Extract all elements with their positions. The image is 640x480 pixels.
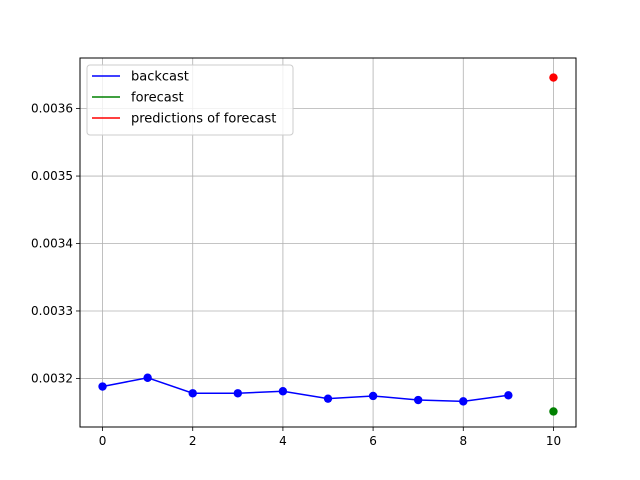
x-tick-label: 4 — [279, 434, 287, 448]
data-point — [549, 73, 558, 82]
series-line — [102, 376, 509, 403]
series-1 — [549, 407, 558, 416]
x-tick-label: 8 — [459, 434, 467, 448]
data-point — [278, 387, 288, 396]
data-point — [323, 394, 333, 403]
x-tick-label: 6 — [369, 434, 377, 448]
y-tick-label: 0.0032 — [31, 371, 73, 385]
data-point — [188, 389, 197, 398]
data-point — [98, 382, 107, 391]
x-tick-label: 0 — [99, 434, 107, 448]
data-point — [413, 395, 423, 405]
data-point — [459, 397, 468, 406]
series-2 — [549, 73, 558, 82]
x-tick-label: 10 — [546, 434, 561, 448]
data-point — [549, 407, 558, 416]
series-layer — [98, 73, 558, 416]
data-point — [143, 373, 152, 382]
y-tick-label: 0.0036 — [31, 102, 73, 116]
x-tick-label: 2 — [189, 434, 197, 448]
y-tick-label: 0.0034 — [31, 237, 73, 251]
data-point — [368, 391, 378, 401]
y-tick-label: 0.0035 — [31, 169, 73, 183]
y-tick-label: 0.0033 — [31, 304, 73, 318]
axis-ticks: 0 2 4 6 8 10 0.0032 0.0033 0.0034 0.0035 0.0036 — [31, 102, 561, 448]
data-point — [504, 391, 513, 400]
legend-label: backcast — [131, 70, 189, 85]
legend: backcast forecast predictions of forecast — [86, 64, 294, 136]
data-point — [233, 389, 243, 398]
legend-box — [86, 64, 294, 136]
legend-label: forecast — [131, 91, 184, 106]
plot-frame — [79, 57, 577, 428]
series-0 — [98, 373, 513, 406]
legend-label: predictions of forecast — [131, 112, 276, 127]
